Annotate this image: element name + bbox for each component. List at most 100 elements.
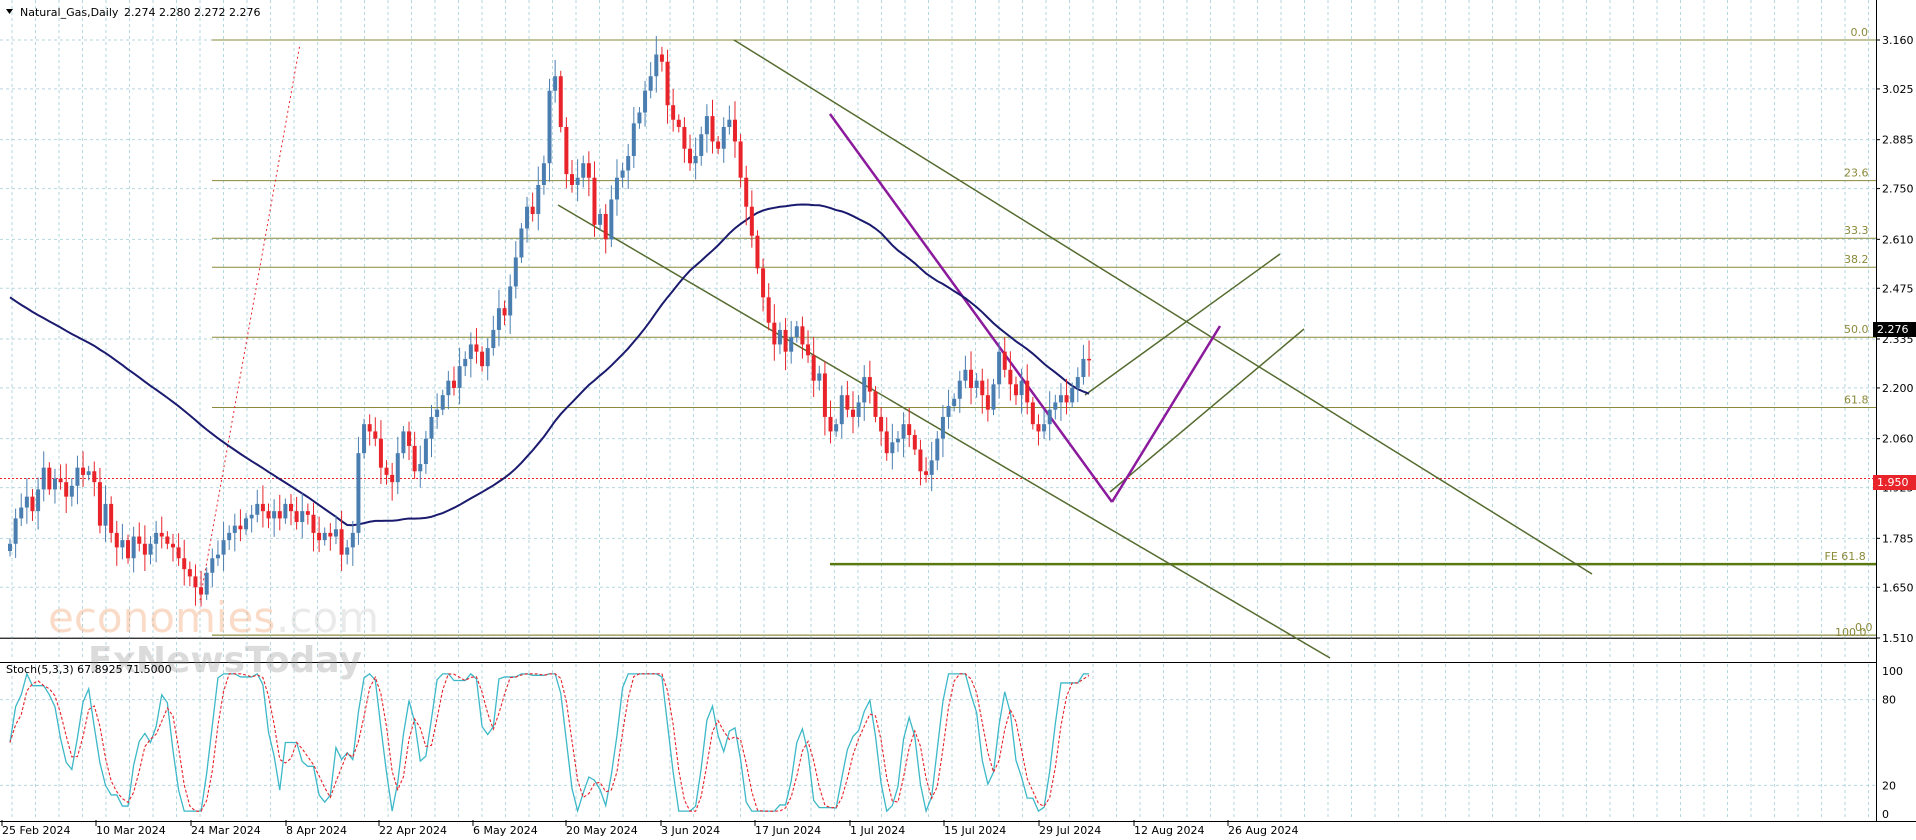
candle <box>603 204 608 254</box>
harmonic-leg-up <box>1110 325 1222 503</box>
candle <box>114 520 119 566</box>
candle <box>575 159 580 202</box>
candle <box>52 468 57 504</box>
candle <box>946 389 951 429</box>
candle <box>103 485 108 542</box>
candle <box>637 107 642 129</box>
price-tick-label: 3.025 <box>1882 83 1914 96</box>
candle <box>1058 383 1063 421</box>
price-tick-label: 1.785 <box>1882 532 1914 545</box>
candle <box>598 208 603 231</box>
watermark-brand: economies <box>48 593 275 642</box>
candle <box>64 463 69 513</box>
candle <box>704 104 709 153</box>
candle <box>58 464 63 490</box>
candle <box>940 404 945 458</box>
candle <box>895 431 900 453</box>
candle <box>620 162 625 188</box>
candle <box>350 520 355 566</box>
candle <box>957 370 962 413</box>
candle <box>806 330 811 363</box>
candle <box>884 417 889 461</box>
candle <box>991 378 996 416</box>
candle <box>1008 351 1013 401</box>
candle <box>508 274 513 334</box>
candle <box>412 431 417 479</box>
candle <box>204 567 209 600</box>
candle <box>547 78 552 182</box>
candle <box>918 439 923 486</box>
candle <box>929 441 934 492</box>
candle <box>963 355 968 389</box>
price-tick-label: 2.610 <box>1882 233 1914 246</box>
price-tick-label: 2.750 <box>1882 183 1914 196</box>
candle <box>592 161 597 237</box>
candle <box>699 126 704 166</box>
candle <box>710 99 715 154</box>
candle <box>289 494 293 526</box>
candle <box>564 117 569 189</box>
candle <box>817 365 822 391</box>
price-tick-label: 2.885 <box>1882 134 1914 147</box>
date-tick-label: 24 Mar 2024 <box>191 824 261 837</box>
symbol-header: Natural_Gas,Daily 2.274 2.280 2.272 2.27… <box>6 6 260 19</box>
rising-channel-lower <box>1109 328 1305 493</box>
candle <box>187 561 192 587</box>
stoch-tick-label: 20 <box>1882 779 1896 792</box>
candle <box>86 465 91 481</box>
candle <box>631 107 636 168</box>
date-tick-label: 25 Feb 2024 <box>2 824 70 837</box>
candle <box>440 389 445 416</box>
date-tick-label: 15 Jul 2024 <box>944 824 1006 837</box>
candle <box>777 322 782 355</box>
stoch-tick-label: 80 <box>1882 694 1896 707</box>
candle <box>553 59 558 103</box>
fib-level-label: 50.0 <box>1844 323 1869 336</box>
date-tick-label: 20 May 2024 <box>566 824 638 837</box>
candle <box>755 230 760 274</box>
candle <box>137 522 142 552</box>
candle <box>170 533 175 562</box>
candle <box>502 300 507 326</box>
candle <box>738 133 743 188</box>
candle <box>401 425 406 459</box>
stoch-tick-label: 100 <box>1882 665 1903 678</box>
candle <box>407 421 412 461</box>
candle <box>480 346 485 372</box>
candle <box>1013 376 1018 405</box>
grid-layer <box>0 0 1916 822</box>
candle <box>429 404 434 458</box>
watermark-sub: FxNewsToday <box>88 640 362 681</box>
candle <box>749 190 754 248</box>
candle <box>19 493 24 527</box>
candle <box>317 516 322 553</box>
candle <box>474 328 479 364</box>
candle <box>800 316 805 359</box>
candle <box>418 445 423 488</box>
candle <box>446 370 451 410</box>
fib-level-label: 0.0 <box>1855 621 1873 634</box>
candle <box>688 134 693 171</box>
candle <box>648 62 653 99</box>
harmonic-leg-down <box>828 113 1114 503</box>
candle <box>260 485 265 528</box>
candle <box>721 117 726 163</box>
collapse-triangle-icon <box>6 9 13 14</box>
candle <box>1036 414 1041 446</box>
candle <box>845 381 850 418</box>
price-tick-label: 1.510 <box>1882 632 1914 645</box>
date-tick-label: 17 Jun 2024 <box>755 824 821 837</box>
candle <box>839 385 844 439</box>
marked-level-badge: 1.950 <box>1873 475 1916 490</box>
candle <box>1075 367 1080 403</box>
candle <box>1042 410 1047 440</box>
fib-level-label: 61.8 <box>1844 393 1869 406</box>
candle <box>221 521 226 571</box>
candle <box>519 223 524 263</box>
candle <box>997 341 1002 399</box>
candle <box>727 105 732 135</box>
candle <box>97 468 102 534</box>
fib-level-label: 23.6 <box>1844 167 1869 180</box>
candle <box>716 136 721 155</box>
